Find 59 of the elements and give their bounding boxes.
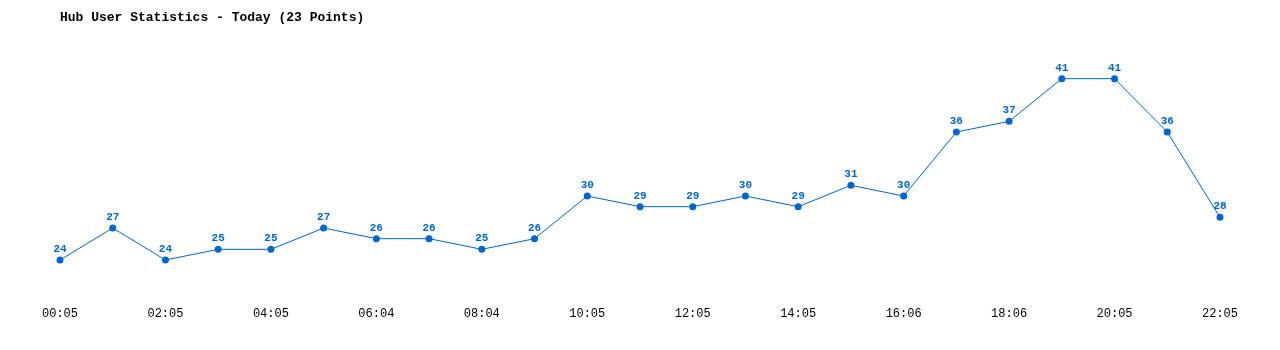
data-label: 26 <box>369 221 383 234</box>
point <box>583 192 591 200</box>
x-tick-label: 02:05 <box>147 306 184 321</box>
data-label: 27 <box>317 211 331 223</box>
data-label: 30 <box>897 179 911 191</box>
data-label: 28 <box>1213 200 1227 213</box>
data-label: 26 <box>527 221 542 234</box>
point <box>1058 75 1066 83</box>
point <box>689 203 697 211</box>
point <box>794 203 802 211</box>
point <box>531 235 539 243</box>
x-tick-label: 10:05 <box>569 306 606 321</box>
data-label: 29 <box>791 189 805 202</box>
point <box>425 235 433 243</box>
point <box>214 245 222 253</box>
data-label: 30 <box>738 179 753 191</box>
data-label: 30 <box>580 179 594 191</box>
data-label: 29 <box>633 189 647 202</box>
x-tick-label: 14:05 <box>780 306 817 321</box>
data-label: 24 <box>158 243 173 255</box>
data-label: 27 <box>106 211 120 223</box>
point <box>109 224 117 232</box>
data-label: 31 <box>844 168 858 181</box>
data-label: 25 <box>211 232 226 245</box>
point <box>372 235 380 243</box>
point <box>847 181 855 189</box>
data-label: 25 <box>264 232 278 245</box>
point <box>161 256 169 264</box>
x-tick-label: 16:06 <box>885 306 922 321</box>
x-tick-label: 06:04 <box>358 306 395 321</box>
point <box>267 245 275 253</box>
x-tick-label: 12:05 <box>674 306 711 321</box>
x-tick-label: 00:05 <box>41 306 79 321</box>
point <box>1005 117 1013 125</box>
point <box>320 224 328 232</box>
x-tick-label: 04:05 <box>252 306 289 321</box>
point <box>636 203 644 211</box>
data-label: 36 <box>1160 115 1174 127</box>
x-tick-label: 08:04 <box>463 306 500 321</box>
point <box>1111 75 1119 83</box>
point <box>478 245 486 253</box>
point <box>1216 213 1224 221</box>
point <box>741 192 749 200</box>
data-label: 41 <box>1107 61 1122 74</box>
data-label: 25 <box>475 232 489 245</box>
data-label: 29 <box>686 189 700 202</box>
point <box>900 192 908 200</box>
data-label: 41 <box>1055 61 1069 74</box>
x-tick-label: 20:05 <box>1096 306 1133 321</box>
point <box>952 128 960 136</box>
x-tick-label: 22:05 <box>1201 306 1239 321</box>
x-tick-label: 18:06 <box>991 306 1028 321</box>
data-label: 26 <box>422 221 436 234</box>
data-label: 24 <box>53 243 67 255</box>
point <box>1163 128 1171 136</box>
chart-title: Hub User Statistics - Today (23 Points) <box>60 10 365 25</box>
point <box>56 256 64 264</box>
data-label: 36 <box>949 115 963 127</box>
data-label: 37 <box>1002 104 1016 117</box>
